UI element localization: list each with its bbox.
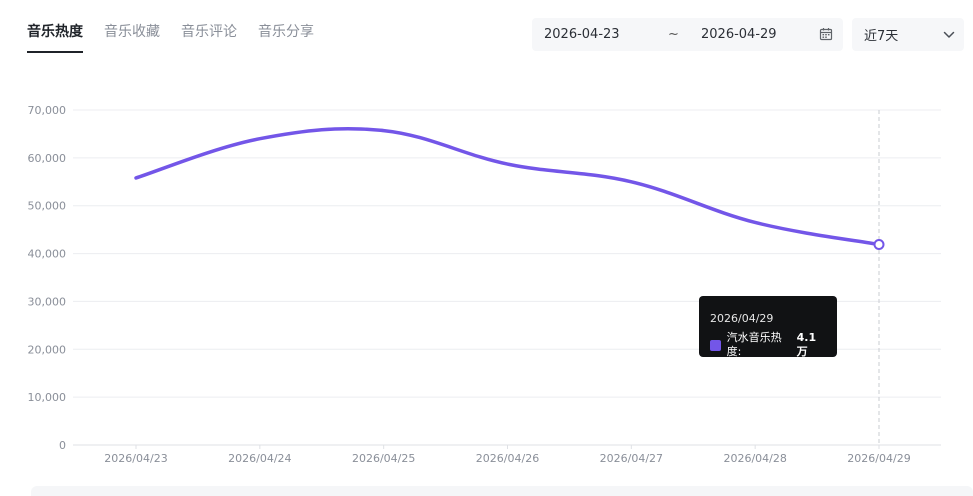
- x-tick-label: 2026/04/24: [228, 452, 291, 465]
- tab-music-favorites[interactable]: 音乐收藏: [104, 24, 160, 40]
- tooltip-series-label: 汽水音乐热度:: [726, 331, 782, 358]
- tooltip-row: 汽水音乐热度: 4.1万: [710, 331, 826, 359]
- tooltip-series-swatch: [710, 339, 721, 351]
- tooltip-date: 2026/04/29: [710, 312, 774, 325]
- x-tick-label: 2026/04/25: [352, 452, 415, 465]
- y-tick-label: 50,000: [28, 200, 67, 213]
- date-range-separator: ~: [668, 27, 679, 42]
- x-tick-label: 2026/04/26: [476, 452, 539, 465]
- y-tick-label: 60,000: [28, 152, 67, 165]
- y-tick-label: 40,000: [28, 248, 67, 261]
- x-tick-label: 2026/04/28: [723, 452, 786, 465]
- tab-music-heat[interactable]: 音乐热度: [27, 22, 83, 53]
- x-tick-label: 2026/04/29: [847, 452, 910, 465]
- y-tick-label: 70,000: [28, 104, 67, 117]
- tab-music-shares[interactable]: 音乐分享: [258, 24, 314, 40]
- y-tick-label: 30,000: [28, 295, 67, 308]
- x-tick-label: 2026/04/23: [104, 452, 167, 465]
- time-range-select[interactable]: 近7天: [852, 18, 964, 51]
- time-range-value: 近7天: [864, 29, 899, 44]
- chart-tooltip: 2026/04/29 汽水音乐热度: 4.1万: [699, 296, 837, 359]
- y-tick-label: 0: [59, 439, 66, 452]
- y-tick-label: 10,000: [28, 391, 67, 404]
- y-tick-label: 20,000: [28, 343, 67, 356]
- highlight-point: [873, 238, 885, 250]
- end-date-input[interactable]: 2026-04-29: [701, 27, 777, 42]
- date-range-picker[interactable]: 2026-04-23 ~ 2026-04-29: [532, 18, 843, 51]
- tab-music-comments[interactable]: 音乐评论: [181, 24, 237, 40]
- x-tick-label: 2026/04/27: [600, 452, 663, 465]
- tooltip-value: 4.1万: [796, 331, 817, 358]
- bottom-panel: [31, 486, 973, 496]
- calendar-icon[interactable]: [819, 27, 833, 41]
- tab-bar: 音乐热度 音乐收藏 音乐评论 音乐分享: [27, 22, 314, 53]
- chevron-down-icon[interactable]: [942, 28, 956, 42]
- start-date-input[interactable]: 2026-04-23: [544, 27, 620, 42]
- series-line: [134, 126, 881, 247]
- line-chart: 0 10,000 20,000 30,000 40,000 50,000 60,000 70,…: [28, 104, 941, 465]
